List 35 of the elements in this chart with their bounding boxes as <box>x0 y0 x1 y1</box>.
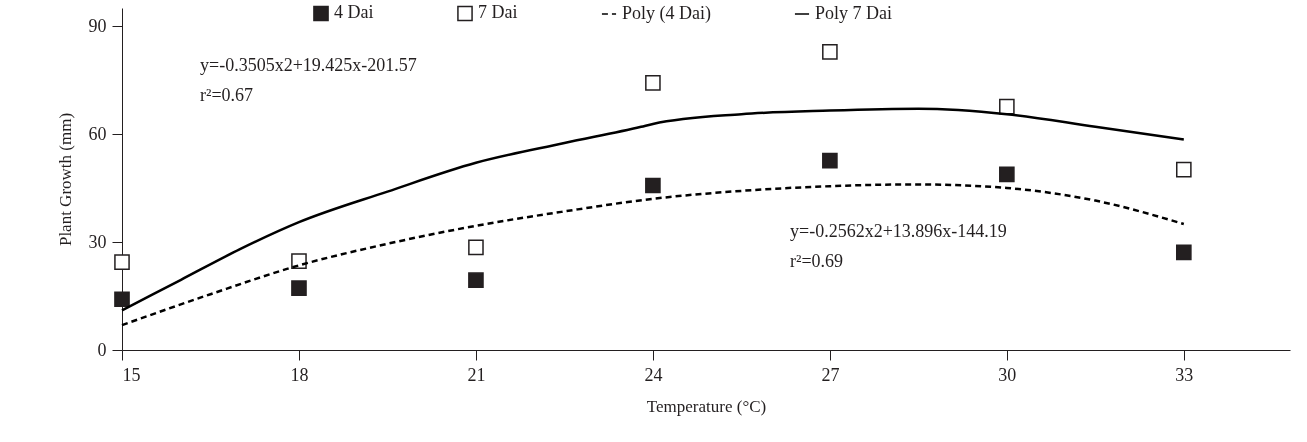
legend-label: 4 Dai <box>334 2 374 23</box>
point <box>645 177 661 194</box>
y-axis-title: Plant Growth (mm) <box>55 112 75 247</box>
legend-label: Poly 7 Dai <box>815 3 893 23</box>
point <box>114 291 130 308</box>
point <box>291 280 307 296</box>
point <box>1176 244 1192 261</box>
x-tick-label: 24 <box>644 364 663 385</box>
point <box>822 44 838 60</box>
point <box>999 98 1015 115</box>
x-axis-title: Temperature (°C) <box>646 396 767 416</box>
x-tick-label: 21 <box>467 364 486 385</box>
point <box>114 254 130 270</box>
point <box>999 166 1015 183</box>
x-tick-label: 30 <box>998 364 1017 385</box>
point <box>645 75 661 91</box>
legend-label: Poly (4 Dai) <box>622 3 711 24</box>
y-tick-label: 60 <box>88 123 107 144</box>
annotation: r²=0.67 <box>200 85 254 105</box>
y-tick-label: 0 <box>97 339 107 360</box>
point <box>1176 161 1192 178</box>
annotation: y=-0.3505x2+19.425x-201.57 <box>200 55 417 75</box>
x-tick-label: 15 <box>122 364 141 385</box>
y-tick-label: 30 <box>88 231 107 252</box>
x-tick-label: 18 <box>290 364 309 385</box>
annotation: y=-0.2562x2+13.896x-144.19 <box>790 221 1007 241</box>
point <box>468 239 484 256</box>
point <box>822 152 838 169</box>
y-tick-label: 90 <box>88 15 107 36</box>
legend-label: 7 Dai <box>478 2 518 23</box>
annotation: r²=0.69 <box>790 251 844 271</box>
point <box>468 272 484 288</box>
x-tick-label: 27 <box>821 364 840 385</box>
line-series <box>120 183 1186 327</box>
x-tick-label: 33 <box>1175 364 1194 385</box>
